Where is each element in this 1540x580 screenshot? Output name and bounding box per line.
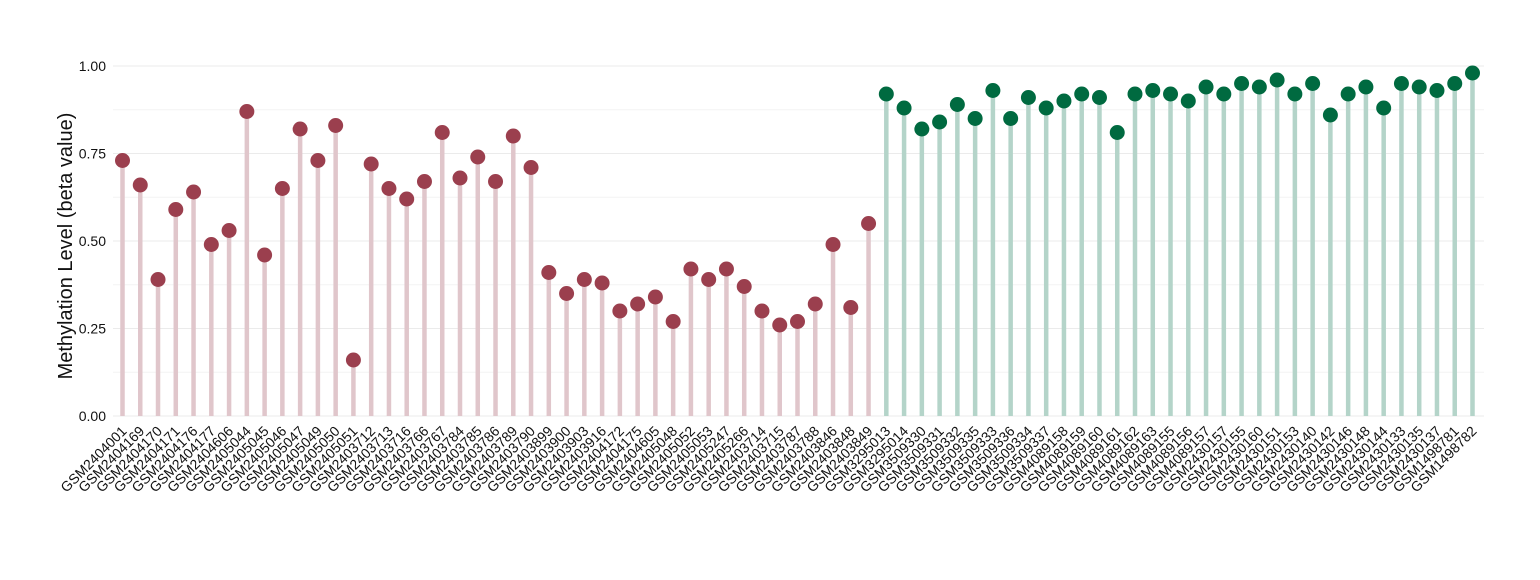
lollipop-point: [452, 170, 468, 186]
lollipop-point: [541, 265, 557, 280]
y-tick-label: 0.50: [79, 233, 106, 249]
lollipop-point: [115, 153, 130, 168]
lollipop-point: [150, 272, 166, 287]
x-axis-ticks: GSM2404001GSM2404169GSM2404170GSM2404171…: [57, 423, 1480, 496]
lollipop-point: [861, 216, 877, 231]
lollipop-point: [1465, 65, 1480, 81]
lollipop-point: [967, 111, 983, 126]
lollipop-point: [594, 275, 610, 291]
lollipop-point: [878, 86, 894, 102]
lollipop-point: [239, 104, 255, 119]
grid: [113, 65, 1484, 417]
lollipop-stems: [120, 73, 1475, 416]
lollipop-point: [559, 286, 575, 301]
lollipop-points: [115, 65, 1480, 368]
lollipop-point: [221, 223, 237, 238]
lollipop-point: [1251, 79, 1267, 95]
lollipop-point: [1074, 86, 1090, 102]
y-tick-label: 0.75: [79, 146, 106, 162]
lollipop-point: [1091, 90, 1107, 105]
lollipop-point: [576, 272, 592, 287]
lollipop-point: [1340, 86, 1356, 102]
lollipop-point: [328, 118, 344, 133]
lollipop-point: [363, 156, 379, 172]
lollipop-point: [896, 100, 912, 116]
lollipop-point: [843, 300, 859, 315]
lollipop-point: [1145, 83, 1161, 98]
lollipop-point: [807, 296, 823, 312]
lollipop-point: [985, 83, 1001, 98]
lollipop-point: [470, 149, 486, 165]
lollipop-point: [505, 128, 521, 144]
lollipop-point: [754, 303, 770, 319]
lollipop-point: [772, 317, 788, 333]
lollipop-point: [416, 174, 432, 189]
lollipop-point: [1358, 79, 1374, 95]
lollipop-point: [1305, 76, 1321, 91]
lollipop-point: [825, 237, 841, 252]
lollipop-point: [612, 303, 628, 319]
lollipop-point: [1322, 107, 1338, 123]
lollipop-point: [1109, 125, 1125, 140]
lollipop-point: [274, 181, 290, 196]
lollipop-point: [488, 174, 504, 189]
y-tick-label: 0.25: [79, 321, 106, 337]
lollipop-point: [1180, 93, 1196, 109]
lollipop-point: [790, 314, 805, 329]
lollipop-point: [683, 261, 699, 277]
y-tick-label: 1.00: [79, 58, 106, 74]
lollipop-point: [1127, 86, 1143, 102]
lollipop-point: [381, 181, 397, 196]
lollipop-point: [949, 97, 965, 112]
lollipop-point: [1429, 83, 1445, 98]
lollipop-point: [1411, 79, 1427, 95]
lollipop-point: [345, 352, 361, 368]
lollipop-point: [1393, 76, 1409, 91]
lollipop-point: [932, 114, 948, 130]
lollipop-point: [1287, 86, 1303, 102]
lollipop-point: [310, 153, 326, 168]
lollipop-point: [203, 237, 219, 252]
lollipop-point: [132, 177, 148, 193]
lollipop-point: [523, 160, 539, 175]
lollipop-point: [1376, 100, 1392, 116]
y-axis-ticks: 0.00 0.25 0.50 0.75 1.00: [79, 58, 106, 424]
lollipop-point: [1020, 90, 1036, 105]
lollipop-point: [257, 247, 273, 263]
lollipop-point: [701, 272, 717, 287]
lollipop-point: [1234, 76, 1250, 91]
lollipop-point: [399, 191, 415, 207]
y-tick-label: 0.00: [79, 408, 106, 424]
lollipop-point: [914, 121, 930, 137]
lollipop-point: [1216, 86, 1232, 102]
lollipop-point: [630, 296, 646, 312]
lollipop-point: [1447, 76, 1463, 91]
lollipop-point: [1038, 100, 1054, 116]
lollipop-point: [1056, 93, 1072, 109]
lollipop-point: [168, 202, 184, 217]
lollipop-point: [186, 184, 202, 200]
lollipop-point: [1003, 111, 1019, 126]
lollipop-point: [1163, 86, 1179, 102]
lollipop-point: [718, 261, 734, 277]
lollipop-point: [1269, 72, 1285, 88]
lollipop-point: [1198, 79, 1214, 95]
lollipop-point: [736, 279, 752, 294]
lollipop-point: [292, 121, 308, 137]
y-axis-title: Methylation Level (beta value): [55, 113, 77, 380]
lollipop-point: [434, 125, 450, 140]
lollipop-point: [647, 289, 663, 305]
lollipop-point: [665, 314, 681, 329]
